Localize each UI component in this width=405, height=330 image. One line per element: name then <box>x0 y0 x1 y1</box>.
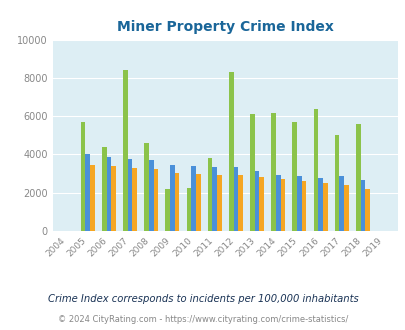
Bar <box>355 124 360 231</box>
Bar <box>128 159 132 231</box>
Bar <box>339 176 343 231</box>
Bar <box>360 180 364 231</box>
Bar <box>85 154 90 231</box>
Bar <box>334 135 339 231</box>
Text: © 2024 CityRating.com - https://www.cityrating.com/crime-statistics/: © 2024 CityRating.com - https://www.city… <box>58 315 347 324</box>
Bar <box>233 167 238 231</box>
Bar <box>301 181 306 231</box>
Bar <box>111 166 115 231</box>
Bar <box>102 147 106 231</box>
Bar <box>275 175 280 231</box>
Text: Crime Index corresponds to incidents per 100,000 inhabitants: Crime Index corresponds to incidents per… <box>47 294 358 304</box>
Bar <box>149 160 153 231</box>
Bar <box>322 183 327 231</box>
Bar <box>364 189 369 231</box>
Title: Miner Property Crime Index: Miner Property Crime Index <box>117 20 333 34</box>
Bar <box>343 185 348 231</box>
Bar <box>191 167 196 231</box>
Bar <box>212 167 217 231</box>
Bar <box>238 176 242 231</box>
Bar <box>296 176 301 231</box>
Bar <box>292 122 296 231</box>
Bar <box>271 113 275 231</box>
Bar <box>132 168 137 231</box>
Bar <box>259 177 263 231</box>
Bar <box>123 70 128 231</box>
Bar <box>207 158 212 231</box>
Bar <box>254 171 259 231</box>
Bar <box>170 165 174 231</box>
Bar <box>249 114 254 231</box>
Bar <box>174 173 179 231</box>
Bar <box>186 188 191 231</box>
Bar <box>313 110 318 231</box>
Bar <box>318 178 322 231</box>
Bar <box>280 179 285 231</box>
Bar <box>81 122 85 231</box>
Bar <box>106 157 111 231</box>
Bar <box>165 189 170 231</box>
Bar <box>228 72 233 231</box>
Bar <box>90 165 94 231</box>
Bar <box>144 143 149 231</box>
Bar <box>196 174 200 231</box>
Bar <box>153 169 158 231</box>
Bar <box>217 175 221 231</box>
